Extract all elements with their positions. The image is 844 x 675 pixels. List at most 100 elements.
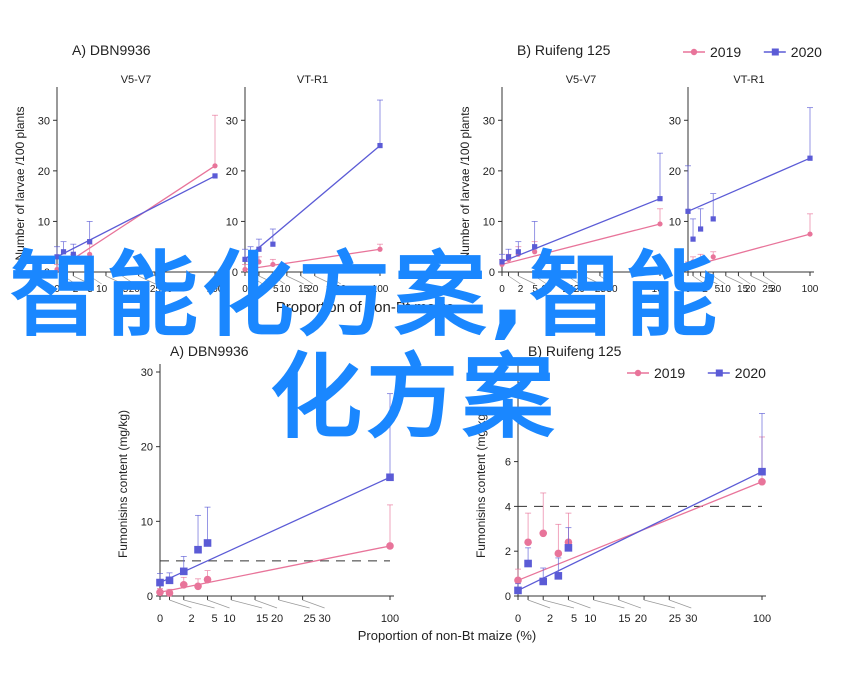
y-tick-label: 20 [226, 166, 238, 178]
y-tick-label: 6 [505, 457, 511, 469]
x-tick-leader [508, 275, 521, 285]
x-tick-label: 15 [298, 284, 310, 295]
x-tick-label: 2 [518, 284, 524, 295]
point-2020 [690, 236, 696, 242]
x-tick-leader [518, 275, 536, 285]
x-tick-label: 10 [223, 613, 235, 625]
x-tick-leader [763, 275, 776, 285]
y-tick-label: 30 [669, 115, 681, 127]
y-tick-label: 0 [147, 591, 153, 603]
x-tick-leader [692, 275, 706, 285]
point-2019 [554, 549, 563, 558]
x-tick-leader [568, 599, 591, 609]
y-tick-label: 20 [141, 442, 153, 454]
x-tick-leader [618, 599, 641, 609]
point-2019 [60, 264, 67, 270]
x-tick-label: 30 [161, 284, 173, 295]
x-tick-label: 100 [372, 284, 389, 295]
legend-marker-2020 [771, 48, 779, 56]
y-tick-label: 20 [483, 166, 495, 178]
panel-title: B) Ruifeng 125 [517, 42, 611, 58]
series-line-2020 [159, 476, 391, 584]
point-2019 [87, 251, 93, 257]
x-tick-label: 20 [574, 284, 586, 295]
point-2020 [242, 256, 248, 262]
panel-title: A) DBN9936 [72, 42, 151, 58]
x-tick-label: 5 [571, 613, 577, 625]
y-tick-label: 10 [141, 516, 153, 528]
point-2020 [247, 254, 254, 260]
x-tick-label: 30 [770, 284, 782, 295]
x-tick-label: 15 [618, 613, 630, 625]
x-tick-leader [105, 275, 123, 285]
x-tick-label: 0 [242, 284, 248, 295]
point-2020 [203, 539, 212, 547]
legend-label-2020: 2020 [791, 44, 822, 60]
x-tick-label: 2 [702, 284, 708, 295]
x-tick-label: 30 [606, 284, 618, 295]
x-tick-leader [286, 275, 304, 285]
point-2019 [270, 261, 276, 268]
x-tick-label: 25 [326, 284, 338, 295]
point-2020 [270, 241, 276, 247]
x-tick-label: 5 [715, 284, 721, 295]
series-line-2019 [687, 233, 811, 268]
x-tick-leader [73, 275, 91, 285]
x-tick-leader [250, 275, 263, 285]
point-2019 [256, 259, 262, 265]
y-tick-label: 20 [669, 166, 681, 178]
point-2019 [156, 588, 164, 597]
x-tick-leader [593, 599, 625, 609]
x-tick-leader [583, 275, 601, 285]
x-tick-leader [599, 275, 613, 285]
x-tick-label: 15 [256, 613, 268, 625]
point-2019 [758, 477, 766, 486]
x-tick-label: 25 [595, 284, 607, 295]
point-2019 [247, 264, 254, 270]
point-2019 [698, 256, 704, 262]
point-2019 [386, 542, 394, 550]
panel-title: B) Ruifeng 125 [528, 343, 622, 359]
x-tick-label: 2 [188, 613, 194, 625]
series-line-2019 [56, 165, 216, 271]
x-tick-label: 25 [304, 613, 316, 625]
point-2020 [156, 578, 164, 587]
point-2020 [698, 226, 704, 232]
panel-title: A) DBN9936 [170, 343, 249, 359]
x-tick-label: 100 [753, 613, 771, 625]
subplot-title: VT-R1 [733, 74, 764, 86]
point-2019 [514, 576, 522, 585]
point-2020 [179, 567, 188, 576]
x-tick-label: 100 [652, 284, 669, 295]
x-tick-label: 30 [685, 613, 697, 625]
y-axis-label: Fumonisins content (mg/kg) [116, 410, 130, 558]
point-2020 [807, 155, 813, 161]
x-axis-label: Proportion of non-Bt maize [276, 299, 454, 316]
point-2020 [524, 559, 532, 568]
x-tick-label: 10 [584, 613, 596, 625]
x-tick-leader [183, 599, 215, 609]
legend-label-2019: 2019 [710, 44, 741, 60]
point-2020 [70, 251, 76, 257]
y-tick-label: 30 [141, 367, 153, 379]
x-tick-label: 25 [669, 613, 681, 625]
x-tick-label: 2 [260, 284, 266, 295]
point-2019 [524, 538, 532, 547]
y-tick-label: 20 [38, 166, 50, 178]
x-tick-label: 0 [157, 613, 163, 625]
point-2020 [165, 576, 174, 585]
x-tick-leader [154, 275, 168, 285]
point-2019 [70, 259, 76, 265]
x-tick-label: 25 [762, 284, 774, 295]
legend-marker-2019 [690, 48, 698, 56]
x-tick-label: 100 [207, 284, 224, 295]
y-tick-label: 10 [226, 216, 238, 228]
point-2019 [212, 163, 218, 169]
point-2019 [203, 575, 212, 584]
point-2020 [657, 196, 663, 202]
x-tick-label: 0 [54, 284, 60, 295]
x-tick-leader [207, 599, 230, 609]
